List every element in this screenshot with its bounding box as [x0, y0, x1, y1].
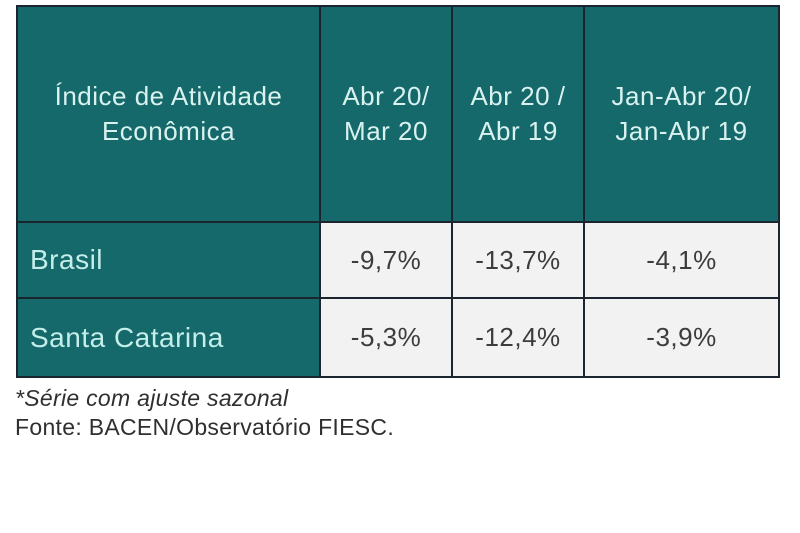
- source-note: Fonte: BACEN/Observatório FIESC.: [15, 414, 395, 440]
- footnotes-block: *Série com ajuste sazonal Fonte: BACEN/O…: [15, 384, 394, 442]
- header-cell-janabr20-janabr19: Jan-Abr 20/ Jan-Abr 19: [583, 5, 780, 223]
- economic-activity-table: Índice de Atividade Econômica Abr 20/ Ma…: [16, 5, 780, 378]
- header-abr20-abr19-line1: Abr 20 /: [470, 81, 566, 111]
- row-label-brasil: Brasil: [16, 221, 321, 299]
- header-title-line1: Índice de Atividade: [54, 81, 283, 111]
- value-sc-abr20-abr19: -12,4%: [451, 297, 585, 378]
- table-row-santa-catarina: Santa Catarina -5,3% -12,4% -3,9%: [16, 297, 780, 378]
- value-sc-abr20-mar20: -5,3%: [319, 297, 453, 378]
- header-cell-abr20-mar20: Abr 20/ Mar 20: [319, 5, 453, 223]
- row-label-santa-catarina: Santa Catarina: [16, 297, 321, 378]
- header-title-line2: Econômica: [101, 116, 236, 146]
- value-brasil-abr20-mar20: -9,7%: [319, 221, 453, 299]
- value-sc-janabr: -3,9%: [583, 297, 780, 378]
- value-brasil-abr20-abr19: -13,7%: [451, 221, 585, 299]
- header-abr20-mar20-line1: Abr 20/: [342, 81, 430, 111]
- value-brasil-janabr: -4,1%: [583, 221, 780, 299]
- header-cell-index-title: Índice de Atividade Econômica: [16, 5, 321, 223]
- seasonal-adjustment-footnote: *Série com ajuste sazonal: [15, 385, 289, 411]
- header-abr20-abr19-line2: Abr 19: [478, 116, 558, 146]
- header-cell-abr20-abr19: Abr 20 / Abr 19: [451, 5, 585, 223]
- table-row-brasil: Brasil -9,7% -13,7% -4,1%: [16, 221, 780, 299]
- header-janabr-line1: Jan-Abr 20/: [611, 81, 752, 111]
- header-abr20-mar20-line2: Mar 20: [344, 116, 428, 146]
- header-janabr-line2: Jan-Abr 19: [615, 116, 748, 146]
- table-header-row: Índice de Atividade Econômica Abr 20/ Ma…: [16, 5, 780, 223]
